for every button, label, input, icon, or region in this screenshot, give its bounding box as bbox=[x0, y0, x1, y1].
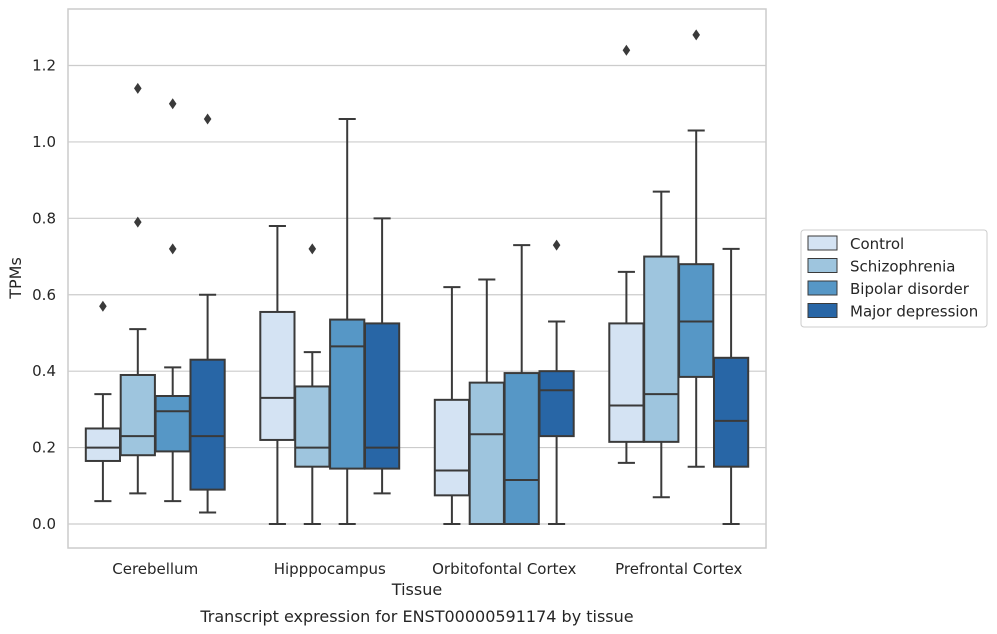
box-control bbox=[433, 286, 471, 525]
iqr-box bbox=[84, 427, 122, 462]
outlier-point bbox=[308, 243, 317, 255]
box-series bbox=[84, 29, 750, 526]
box-control bbox=[259, 224, 296, 525]
outlier-point bbox=[692, 29, 700, 41]
x-tick-label: Orbitofontal Cortex bbox=[432, 560, 576, 578]
x-axis-label: Tissue bbox=[391, 580, 442, 599]
legend-label: Schizophrenia bbox=[850, 258, 955, 276]
box-bipolar-disorder bbox=[503, 244, 540, 525]
outlier-point bbox=[168, 243, 177, 255]
chart-caption: Transcript expression for ENST0000059117… bbox=[199, 607, 633, 626]
legend-swatch bbox=[807, 280, 838, 296]
box-control bbox=[84, 300, 122, 503]
legend-swatch bbox=[807, 303, 838, 318]
y-tick-label: 1.2 bbox=[32, 57, 56, 75]
box-bipolar-disorder bbox=[678, 29, 715, 468]
legend-label: Control bbox=[850, 235, 904, 253]
iqr-box bbox=[608, 322, 645, 443]
box-bipolar-disorder bbox=[329, 117, 366, 525]
y-tick-label: 0.2 bbox=[32, 439, 56, 457]
legend-swatch bbox=[807, 235, 838, 251]
y-tick-labels: 0.0 0.2 0.4 0.6 0.8 1.0 1.2 bbox=[32, 57, 56, 534]
legend-swatch bbox=[807, 258, 838, 273]
outlier-point bbox=[622, 44, 631, 56]
y-tick-label: 0.8 bbox=[32, 209, 56, 227]
outlier-point bbox=[203, 113, 212, 125]
x-tick-label: Hipppocampus bbox=[274, 560, 386, 578]
x-tick-labels: Cerebellum Hipppocampus Orbitofontal Corte… bbox=[112, 560, 742, 578]
iqr-box bbox=[503, 372, 540, 525]
y-tick-label: 1.0 bbox=[32, 133, 56, 151]
iqr-box bbox=[468, 381, 505, 526]
x-tick-label: Prefrontal Cortex bbox=[615, 560, 742, 578]
iqr-box bbox=[538, 370, 575, 438]
box-schizophrenia bbox=[643, 190, 680, 499]
legend-frame bbox=[800, 229, 988, 328]
box-control bbox=[608, 44, 645, 464]
outlier-point bbox=[99, 300, 107, 312]
box-schizophrenia bbox=[294, 243, 331, 525]
iqr-box bbox=[329, 318, 366, 470]
x-tick-label: Cerebellum bbox=[112, 560, 198, 578]
outlier-point bbox=[134, 216, 142, 228]
iqr-box bbox=[363, 322, 401, 470]
box-schizophrenia bbox=[468, 278, 505, 526]
legend-label: Bipolar disorder bbox=[850, 280, 970, 298]
legend-label: Major depression bbox=[850, 303, 978, 321]
box-schizophrenia bbox=[119, 82, 156, 495]
legend: Control Schizophrenia Bipolar disorder Majo… bbox=[800, 229, 988, 328]
box-major-depression bbox=[363, 217, 401, 495]
outlier-point bbox=[552, 239, 561, 251]
outlier-point bbox=[134, 82, 142, 94]
iqr-box bbox=[712, 356, 750, 468]
iqr-box bbox=[294, 385, 331, 468]
iqr-box bbox=[433, 398, 471, 497]
outlier-point bbox=[168, 98, 177, 110]
iqr-box bbox=[154, 395, 191, 453]
box-major-depression bbox=[538, 239, 575, 525]
iqr-box bbox=[119, 373, 156, 457]
plot-frame bbox=[67, 8, 767, 549]
y-axis-label: TPMs bbox=[6, 257, 25, 300]
iqr-box bbox=[189, 358, 226, 491]
box-bipolar-disorder bbox=[154, 98, 191, 503]
box-major-depression bbox=[189, 113, 226, 514]
box-major-depression bbox=[712, 247, 750, 525]
iqr-box bbox=[259, 310, 296, 441]
iqr-box bbox=[643, 255, 680, 443]
y-tick-label: 0.4 bbox=[32, 362, 56, 380]
y-tick-label: 0.0 bbox=[32, 515, 56, 533]
y-tick-label: 0.6 bbox=[32, 286, 56, 304]
